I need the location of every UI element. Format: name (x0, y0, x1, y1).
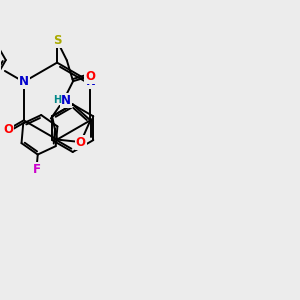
Text: H: H (53, 95, 62, 105)
Text: N: N (61, 94, 71, 107)
Text: S: S (53, 34, 61, 47)
Text: F: F (32, 163, 40, 176)
Text: O: O (85, 70, 95, 83)
Text: N: N (19, 75, 29, 88)
Text: O: O (76, 136, 86, 148)
Text: N: N (85, 75, 95, 88)
Text: O: O (3, 123, 13, 136)
